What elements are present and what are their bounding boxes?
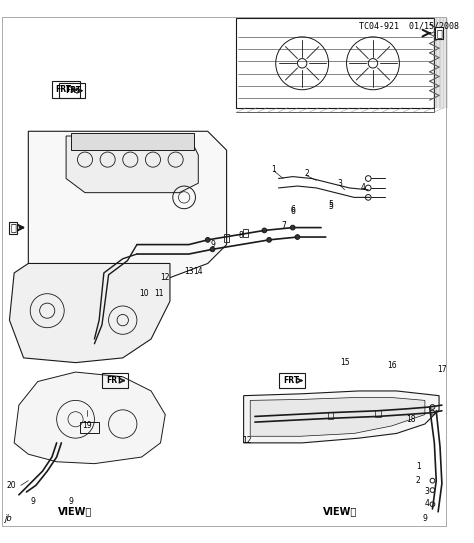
Text: 10: 10 (139, 289, 148, 298)
Text: 4: 4 (424, 499, 429, 508)
Text: 8: 8 (238, 231, 243, 239)
Text: 11: 11 (154, 289, 164, 298)
Text: 3: 3 (424, 488, 429, 496)
Text: FRT: FRT (65, 86, 81, 95)
Circle shape (210, 247, 215, 251)
Bar (59, 83, 85, 98)
Text: 6: 6 (290, 205, 295, 214)
Text: 15: 15 (340, 358, 349, 367)
Circle shape (267, 237, 272, 242)
Text: 9: 9 (31, 497, 36, 506)
Text: 1: 1 (272, 165, 276, 174)
Text: 16: 16 (387, 361, 397, 370)
Text: 12: 12 (161, 273, 170, 282)
Text: 9: 9 (68, 497, 73, 506)
Text: 7: 7 (281, 221, 286, 230)
Text: 2: 2 (416, 476, 420, 485)
Text: 6: 6 (290, 207, 295, 216)
Polygon shape (28, 131, 227, 282)
Bar (80, 422, 99, 433)
Text: 19: 19 (82, 421, 91, 431)
Text: 18: 18 (406, 415, 416, 424)
Polygon shape (66, 136, 198, 193)
Text: 2: 2 (304, 169, 309, 178)
Polygon shape (14, 372, 165, 464)
Text: 5: 5 (328, 200, 333, 210)
Text: TC04-921  01/15/2008: TC04-921 01/15/2008 (359, 22, 459, 31)
Text: 9: 9 (422, 514, 428, 523)
Text: FRT: FRT (107, 376, 123, 385)
Bar (236, 18, 434, 108)
Polygon shape (250, 397, 425, 436)
Text: VIEWⒶ: VIEWⒶ (58, 506, 92, 516)
Text: 13: 13 (184, 267, 194, 275)
Text: 12: 12 (243, 437, 252, 445)
Bar (224, 234, 229, 242)
Text: 5: 5 (328, 203, 333, 211)
Circle shape (262, 228, 267, 233)
Text: 4: 4 (361, 184, 366, 192)
Text: FRT: FRT (55, 85, 71, 94)
Text: 9: 9 (210, 240, 215, 249)
Text: jb: jb (5, 514, 12, 523)
Text: 14: 14 (193, 267, 203, 275)
Text: FRT: FRT (283, 376, 300, 385)
Text: Ⓐ: Ⓐ (10, 223, 16, 232)
Bar (328, 412, 333, 419)
Text: 20: 20 (7, 481, 16, 490)
Text: 3: 3 (337, 179, 342, 188)
Bar (243, 230, 248, 237)
Polygon shape (244, 391, 439, 443)
Text: 17: 17 (437, 365, 447, 374)
Polygon shape (9, 263, 170, 363)
Circle shape (291, 225, 295, 230)
Text: Ⓑ: Ⓑ (436, 28, 442, 38)
Text: VIEWⒷ: VIEWⒷ (323, 506, 357, 516)
Bar (102, 373, 128, 388)
Bar (375, 410, 381, 418)
Circle shape (295, 235, 300, 239)
Bar (52, 81, 80, 98)
Text: 1: 1 (416, 462, 420, 471)
Bar (279, 373, 305, 388)
Circle shape (205, 237, 210, 242)
Bar (71, 133, 193, 150)
